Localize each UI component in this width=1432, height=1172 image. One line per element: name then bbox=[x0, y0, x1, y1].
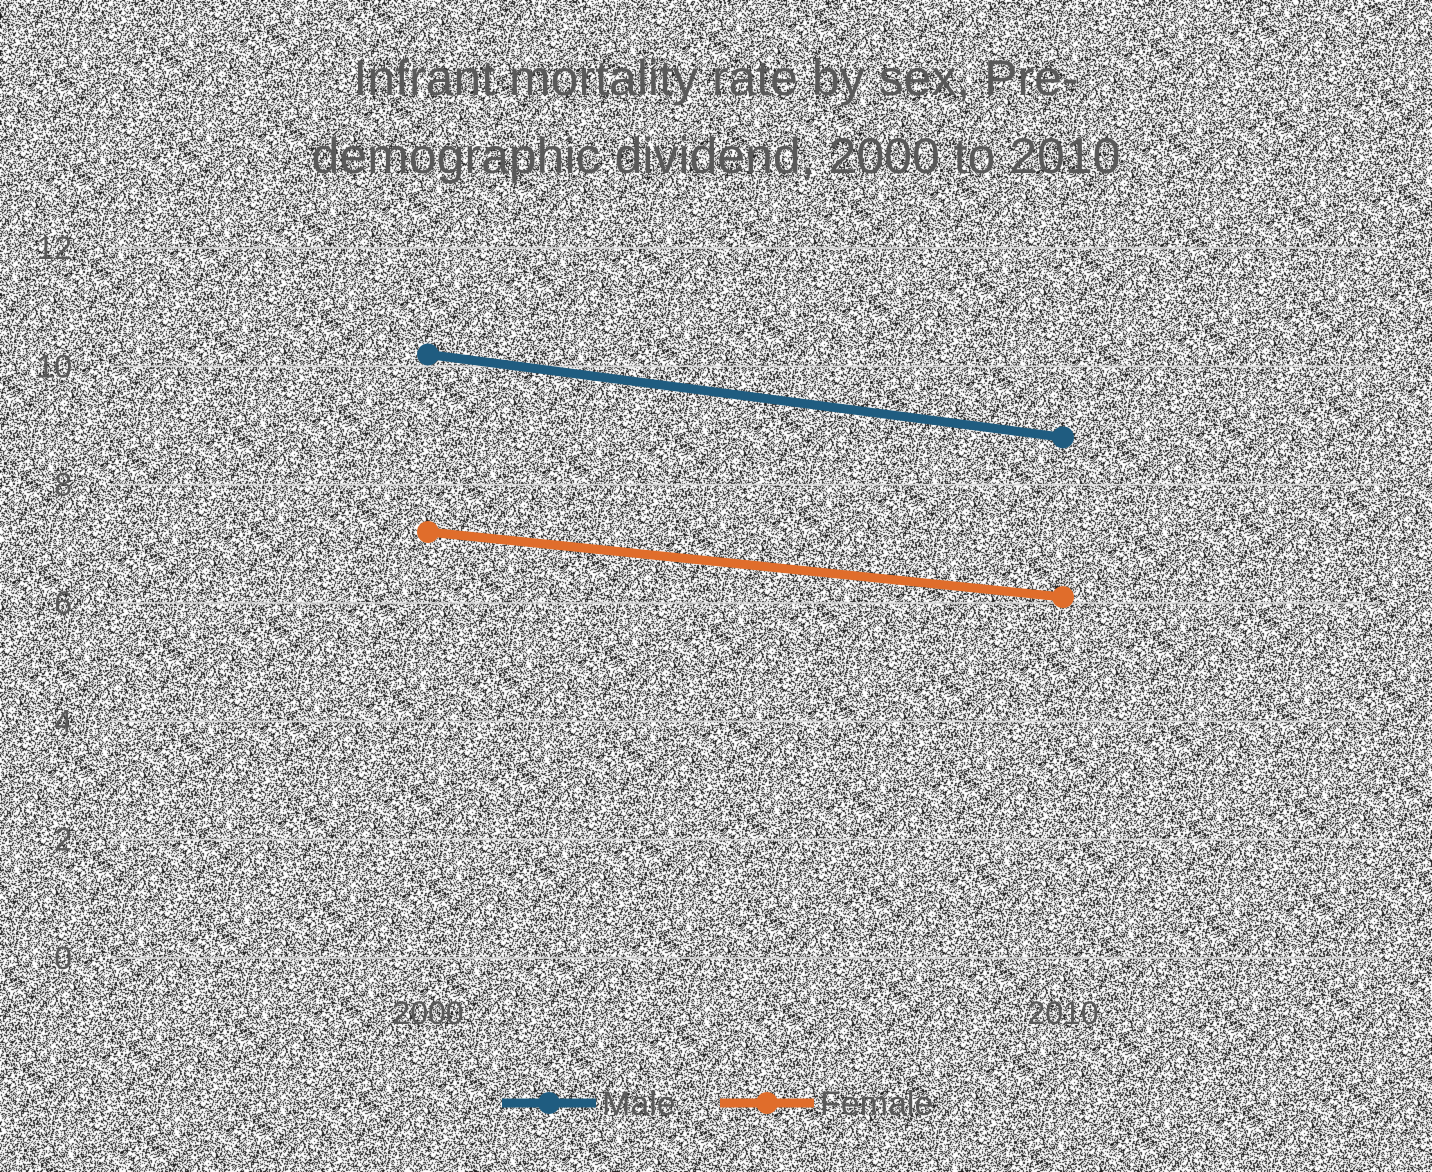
y-tick-label: 6 bbox=[54, 585, 72, 621]
legend: Male Female bbox=[502, 1085, 933, 1123]
data-point-male bbox=[1052, 426, 1074, 449]
x-axis-tick-labels: 2000 2010 bbox=[392, 995, 1098, 1031]
y-tick-label: 2 bbox=[54, 822, 72, 858]
y-tick-label: 4 bbox=[54, 703, 72, 739]
legend-item-female: Female bbox=[720, 1085, 933, 1123]
y-tick-label: 10 bbox=[36, 348, 72, 384]
legend-label: Female bbox=[820, 1085, 933, 1123]
chart-title-line-2: demographic dividend, 2000 to 2010 bbox=[312, 128, 1121, 184]
x-tick-label: 2010 bbox=[1027, 995, 1098, 1031]
y-tick-label: 0 bbox=[54, 940, 72, 976]
series-female bbox=[417, 521, 1074, 609]
legend-label: Male bbox=[602, 1085, 676, 1123]
data-point-male bbox=[417, 343, 439, 366]
data-point-female bbox=[1052, 586, 1074, 609]
series-line-female bbox=[423, 527, 1068, 602]
legend-item-male: Male bbox=[502, 1085, 676, 1123]
legend-swatch-marker bbox=[538, 1092, 560, 1114]
x-tick-label: 2000 bbox=[392, 995, 463, 1031]
y-axis-tick-labels: 0 2 4 6 8 10 12 bbox=[36, 230, 72, 976]
chart-title: Infrant mortality rate by sex, Pre- demo… bbox=[312, 50, 1121, 184]
y-tick-label: 12 bbox=[36, 230, 72, 266]
series-male bbox=[417, 343, 1074, 449]
series-lines bbox=[417, 343, 1074, 609]
chart-title-line-1: Infrant mortality rate by sex, Pre- bbox=[353, 50, 1078, 106]
series-line-male bbox=[423, 350, 1068, 442]
legend-swatch-marker bbox=[756, 1092, 778, 1114]
data-point-female bbox=[417, 521, 439, 543]
gridlines bbox=[110, 247, 1380, 959]
y-tick-label: 8 bbox=[54, 467, 72, 503]
